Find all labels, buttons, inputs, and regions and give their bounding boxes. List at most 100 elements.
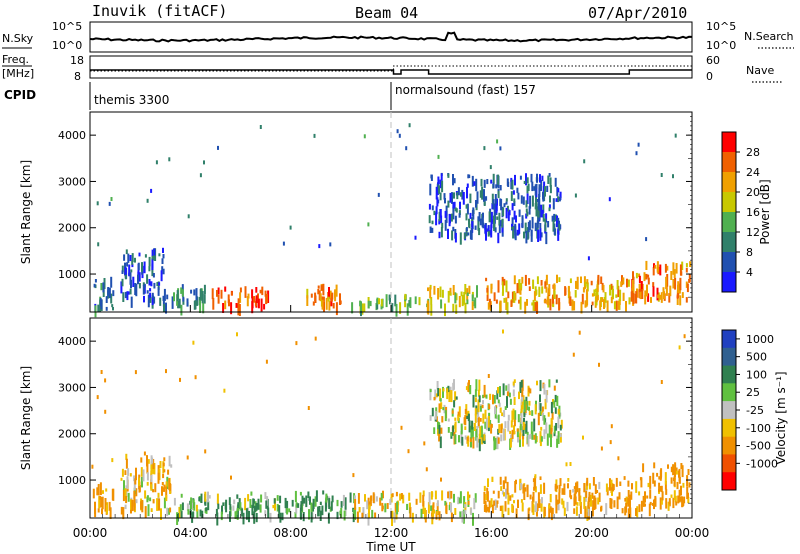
- heatmap-cell: [686, 475, 689, 487]
- heatmap-cell: [391, 513, 393, 526]
- heatmap-cell: [487, 416, 490, 428]
- heatmap-cell: [545, 274, 548, 285]
- heatmap-cell: [505, 280, 508, 293]
- heatmap-cell: [161, 486, 163, 496]
- heatmap-cell: [99, 482, 102, 495]
- heatmap-cell: [513, 198, 516, 203]
- heatmap-cell: [546, 433, 549, 446]
- heatmap-cell: [552, 294, 554, 304]
- heatmap-cell: [572, 352, 575, 357]
- heatmap-cell: [536, 276, 539, 285]
- colorbar-swatch: [722, 330, 736, 349]
- heatmap-cell: [442, 388, 445, 392]
- heatmap-cell: [121, 468, 124, 477]
- heatmap-cell: [557, 228, 560, 241]
- heatmap-cell: [500, 434, 503, 442]
- heatmap-cell: [440, 402, 443, 409]
- heatmap-cell: [491, 193, 494, 205]
- heatmap-cell: [433, 427, 436, 434]
- heatmap-cell: [314, 295, 317, 303]
- heatmap-cell: [448, 504, 451, 511]
- heatmap-cell: [491, 203, 494, 210]
- heatmap-cell: [647, 274, 650, 278]
- heatmap-cell: [422, 494, 425, 507]
- heatmap-cell: [455, 396, 458, 400]
- heatmap-cell: [685, 263, 688, 268]
- heatmap-cell: [454, 232, 457, 243]
- heatmap-cell: [528, 206, 531, 215]
- heatmap-cell: [516, 229, 519, 236]
- heatmap-cell: [539, 410, 542, 416]
- heatmap-cell: [157, 492, 160, 502]
- heatmap-cell: [592, 477, 595, 486]
- heatmap-cell: [526, 299, 528, 306]
- heatmap-cell: [567, 285, 570, 292]
- heatmap-cell: [465, 213, 468, 221]
- heatmap-cell: [261, 286, 264, 296]
- heatmap-cell: [391, 493, 394, 498]
- heatmap-cell: [616, 496, 619, 510]
- heatmap-cell: [559, 424, 562, 431]
- heatmap-cell: [150, 455, 153, 465]
- heatmap-cell: [523, 409, 526, 418]
- heatmap-cell: [471, 426, 474, 437]
- heatmap-cell: [456, 192, 459, 200]
- heatmap-cell: [545, 390, 548, 403]
- heatmap-cell: [223, 388, 226, 393]
- heatmap-cell: [251, 301, 254, 314]
- heatmap-cell: [506, 391, 509, 397]
- heatmap-cell: [165, 495, 168, 502]
- heatmap-cell: [492, 490, 495, 494]
- heatmap-cell: [161, 258, 164, 264]
- heatmap-cell: [131, 499, 134, 512]
- heatmap-cell: [507, 507, 510, 516]
- heatmap-cell: [295, 502, 298, 508]
- heatmap-cell: [146, 481, 149, 486]
- heatmap-cell: [495, 501, 498, 508]
- colorbar-tick-label: -1000: [746, 457, 778, 470]
- heatmap-cell: [573, 508, 576, 514]
- heatmap-cell: [555, 379, 558, 383]
- heatmap-cell: [644, 491, 646, 503]
- heatmap-cell: [445, 505, 448, 515]
- heatmap-cell: [522, 484, 525, 491]
- heatmap-cell: [660, 485, 663, 493]
- heatmap-cell: [501, 291, 504, 296]
- heatmap-cell: [653, 263, 655, 268]
- heatmap-cell: [549, 195, 551, 203]
- heatmap-cell: [437, 154, 440, 159]
- heatmap-cell: [635, 272, 638, 279]
- heatmap-cell: [334, 289, 337, 302]
- heatmap-cell: [468, 420, 471, 433]
- heatmap-cell: [687, 469, 690, 475]
- heatmap-cell: [329, 290, 332, 300]
- heatmap-cell: [591, 507, 594, 517]
- heatmap-cell: [521, 401, 524, 410]
- heatmap-cell: [610, 424, 613, 429]
- heatmap-cell: [459, 201, 461, 210]
- heatmap-cell: [388, 294, 391, 301]
- heatmap-cell: [674, 277, 677, 290]
- heatmap-cell: [339, 293, 341, 305]
- heatmap-cell: [643, 272, 646, 282]
- heatmap-cell: [465, 204, 468, 209]
- heatmap-cell: [511, 494, 514, 498]
- heatmap-cell: [519, 296, 522, 310]
- heatmap-cell: [608, 197, 611, 202]
- heatmap-cell: [161, 482, 164, 486]
- heatmap-cell: [486, 287, 489, 293]
- heatmap-cell: [171, 296, 174, 309]
- heatmap-cell: [559, 433, 562, 438]
- heatmap-cell: [429, 226, 432, 233]
- heatmap-cell: [467, 435, 470, 447]
- heatmap-cell: [488, 404, 491, 410]
- heatmap-cell: [299, 491, 302, 496]
- heatmap-cell: [507, 420, 510, 432]
- heatmap-cell: [679, 277, 682, 291]
- heatmap-cell: [521, 392, 524, 406]
- heatmap-cell: [289, 225, 292, 230]
- heatmap-cell: [471, 294, 474, 302]
- heatmap-cell: [137, 274, 139, 285]
- heatmap-cell: [356, 511, 359, 523]
